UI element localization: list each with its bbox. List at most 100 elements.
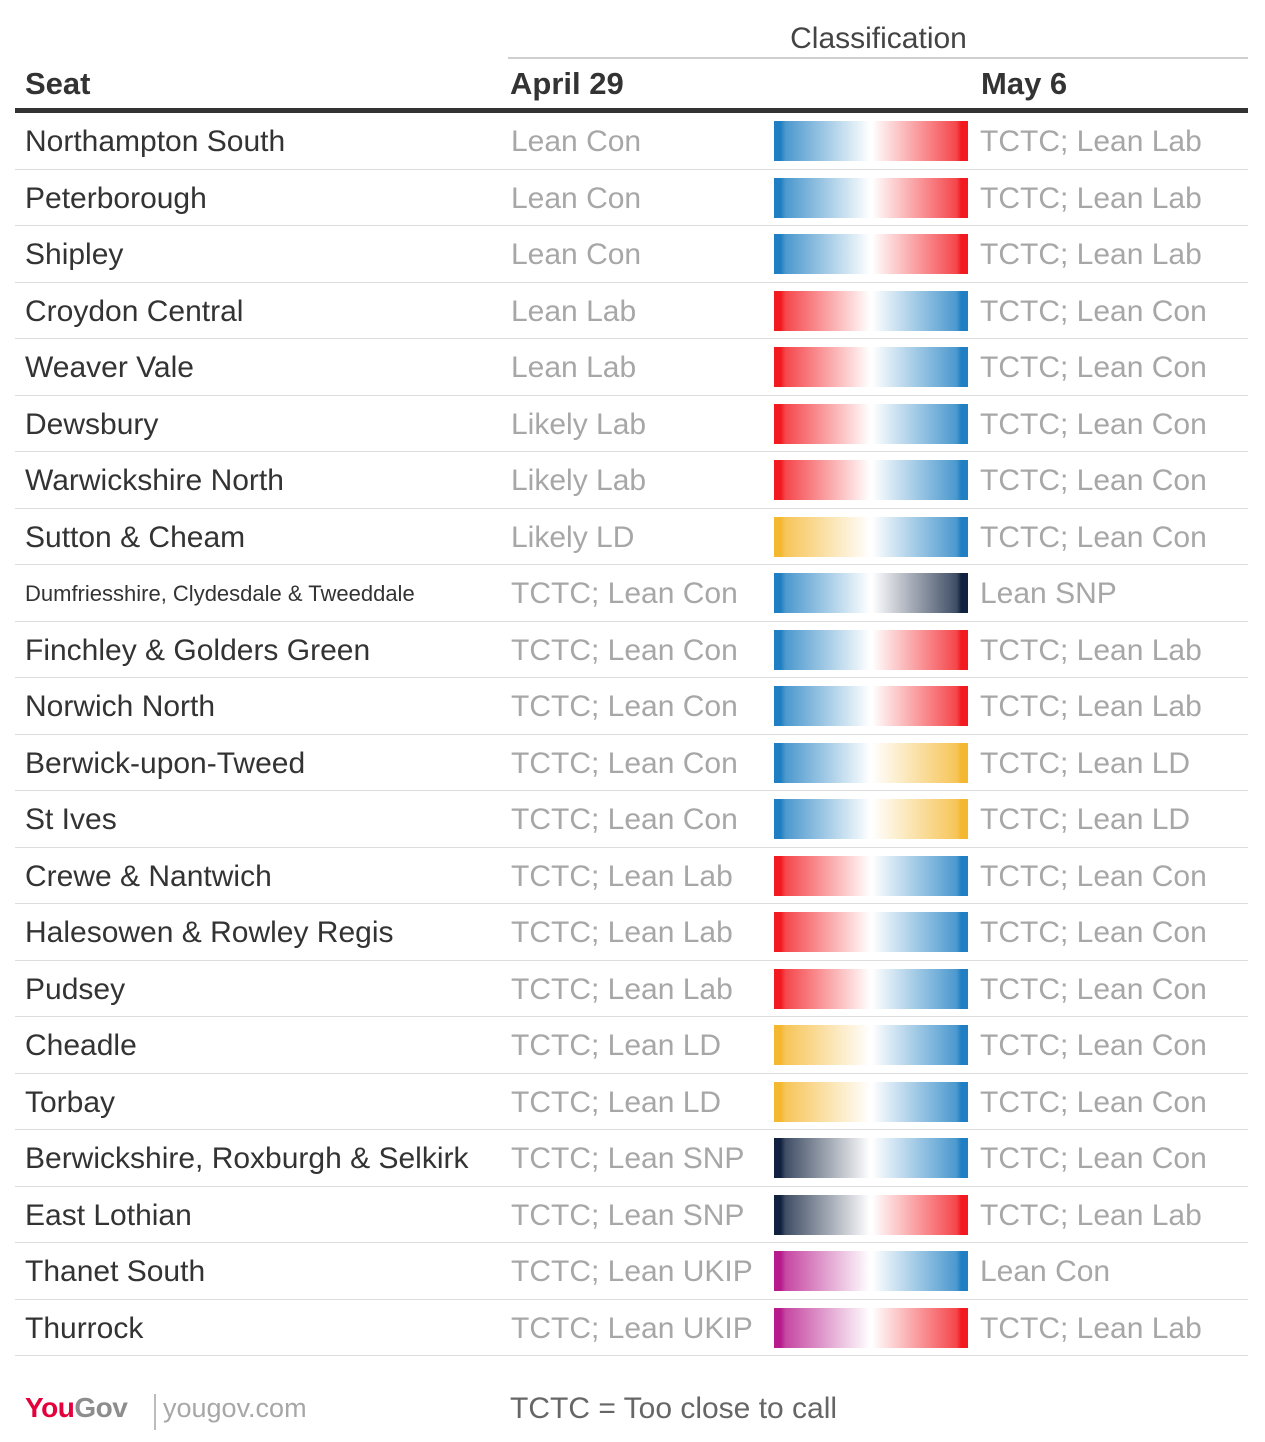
april-classification: Likely LD <box>511 520 635 554</box>
april-classification: TCTC; Lean Lab <box>511 972 733 1006</box>
table-row: Crewe & Nantwich TCTC; Lean Lab TCTC; Lean… <box>15 848 1248 904</box>
from-party-swatch <box>774 1025 870 1065</box>
from-party-swatch <box>774 1251 870 1291</box>
seat-name: East Lothian <box>25 1198 192 1232</box>
april-classification: TCTC; Lean SNP <box>511 1142 745 1175</box>
april-classification: TCTC; Lean Lab <box>511 859 733 893</box>
april-classification: TCTC; Lean UKIP <box>511 1255 753 1288</box>
table-row: Croydon Central Lean Lab TCTC; Lean Con <box>15 283 1248 339</box>
april-classification: TCTC; Lean LD <box>511 1085 722 1119</box>
may-classification: TCTC; Lean Con <box>980 294 1207 328</box>
from-party-swatch <box>774 968 870 1009</box>
table-row: Cheadle TCTC; Lean LD TCTC; Lean Con <box>15 1017 1248 1074</box>
to-party-swatch <box>872 177 968 218</box>
from-party-swatch <box>774 1194 870 1235</box>
yougov-logo: YouGov <box>25 1392 128 1424</box>
seat-table: Northampton South Lean Con TCTC; Lean Lab P… <box>15 113 1248 1356</box>
seat-name: Crewe & Nantwich <box>25 859 272 893</box>
april-classification: TCTC; Lean SNP <box>511 1198 745 1232</box>
table-row: Halesowen & Rowley Regis TCTC; Lean Lab TC… <box>15 904 1248 961</box>
table-row: Dewsbury Likely Lab TCTC; Lean Con <box>15 396 1248 452</box>
table-row: Weaver Vale Lean Lab TCTC; Lean Con <box>15 339 1248 396</box>
may-classification: TCTC; Lean Con <box>980 407 1207 441</box>
may-classification: TCTC; Lean Lab <box>980 181 1202 215</box>
april-classification: TCTC; Lean Con <box>511 577 738 610</box>
to-party-swatch <box>872 742 968 783</box>
table-row: Finchley & Golders Green TCTC; Lean Con TC… <box>15 622 1248 678</box>
seat-name: Weaver Vale <box>25 351 194 384</box>
classification-title: Classification <box>790 22 967 55</box>
logo-you: You <box>25 1392 75 1423</box>
to-party-swatch <box>872 460 968 500</box>
from-party-swatch <box>774 742 870 783</box>
to-party-swatch <box>872 968 968 1009</box>
table-row: Warwickshire North Likely Lab TCTC; Lean C… <box>15 452 1248 509</box>
april-classification: Lean Con <box>511 181 642 215</box>
may-classification: TCTC; Lean Con <box>980 351 1207 384</box>
april-classification: TCTC; Lean Lab <box>511 916 733 949</box>
table-row: Thanet South TCTC; Lean UKIP Lean Con <box>15 1243 1248 1300</box>
from-party-swatch <box>774 1081 870 1122</box>
table-row: Thurrock TCTC; Lean UKIP TCTC; Lean Lab <box>15 1300 1248 1356</box>
april-classification: TCTC; Lean Con <box>511 690 738 723</box>
may-classification: TCTC; Lean Lab <box>980 125 1202 158</box>
seat-name: Shipley <box>25 238 124 271</box>
seat-name: Berwick-upon-Tweed <box>25 746 306 780</box>
may-classification: TCTC; Lean Con <box>980 464 1207 497</box>
table-row: Torbay TCTC; Lean LD TCTC; Lean Con <box>15 1074 1248 1130</box>
to-party-swatch <box>872 290 968 331</box>
to-party-swatch <box>872 1194 968 1235</box>
april-classification: Likely Lab <box>511 464 647 497</box>
april-classification: Lean Con <box>511 238 642 271</box>
seat-name: Thanet South <box>25 1255 206 1288</box>
may-classification: TCTC; Lean Con <box>980 916 1207 949</box>
from-party-swatch <box>774 121 870 161</box>
logo-gov: Gov <box>74 1392 128 1423</box>
may-classification: TCTC; Lean Con <box>980 1142 1207 1175</box>
from-party-swatch <box>774 573 870 613</box>
classification-rule <box>508 57 1248 59</box>
footer-note: TCTC = Too close to call <box>510 1392 838 1425</box>
table-row: East Lothian TCTC; Lean SNP TCTC; Lean Lab <box>15 1187 1248 1243</box>
table-row: Berwickshire, Roxburgh & Selkirk TCTC; Le… <box>15 1130 1248 1187</box>
to-party-swatch <box>872 1307 968 1348</box>
april-classification: TCTC; Lean Con <box>511 746 738 780</box>
from-party-swatch <box>774 460 870 500</box>
to-party-swatch <box>872 686 968 726</box>
from-party-swatch <box>774 1307 870 1348</box>
from-party-swatch <box>774 177 870 218</box>
april-classification: Lean Con <box>511 125 642 158</box>
table-row: Peterborough Lean Con TCTC; Lean Lab <box>15 170 1248 226</box>
april-classification: TCTC; Lean LD <box>511 1029 722 1062</box>
table-row: Northampton South Lean Con TCTC; Lean Lab <box>15 113 1248 170</box>
seat-name: Finchley & Golders Green <box>25 633 371 667</box>
april-classification: TCTC; Lean Con <box>511 803 738 836</box>
seat-name: Warwickshire North <box>25 464 284 497</box>
table-row: Berwick-upon-Tweed TCTC; Lean Con TCTC; Le… <box>15 735 1248 791</box>
to-party-swatch <box>872 347 968 387</box>
seat-name: Thurrock <box>25 1311 144 1345</box>
footer-divider <box>154 1394 156 1430</box>
may-classification: TCTC; Lean Lab <box>980 1311 1202 1345</box>
seat-name: Sutton & Cheam <box>25 520 246 554</box>
to-party-swatch <box>872 912 968 952</box>
may-classification: TCTC; Lean Con <box>980 859 1207 893</box>
may-classification: TCTC; Lean Lab <box>980 1198 1202 1232</box>
seat-name: Croydon Central <box>25 294 244 328</box>
from-party-swatch <box>774 290 870 331</box>
to-party-swatch <box>872 403 968 444</box>
to-party-swatch <box>872 234 968 274</box>
seat-name: Berwickshire, Roxburgh & Selkirk <box>25 1142 469 1175</box>
april-classification: TCTC; Lean UKIP <box>511 1311 753 1345</box>
seat-name: Torbay <box>25 1085 116 1119</box>
april-classification: TCTC; Lean Con <box>511 633 738 667</box>
column-header-may: May 6 <box>981 66 1068 101</box>
seat-name: Pudsey <box>25 972 126 1006</box>
from-party-swatch <box>774 799 870 839</box>
table-row: Dumfriesshire, Clydesdale & Tweeddale TCT… <box>15 565 1248 622</box>
from-party-swatch <box>774 403 870 444</box>
to-party-swatch <box>872 855 968 896</box>
to-party-swatch <box>872 629 968 670</box>
from-party-swatch <box>774 686 870 726</box>
seat-name: Dewsbury <box>25 407 159 441</box>
